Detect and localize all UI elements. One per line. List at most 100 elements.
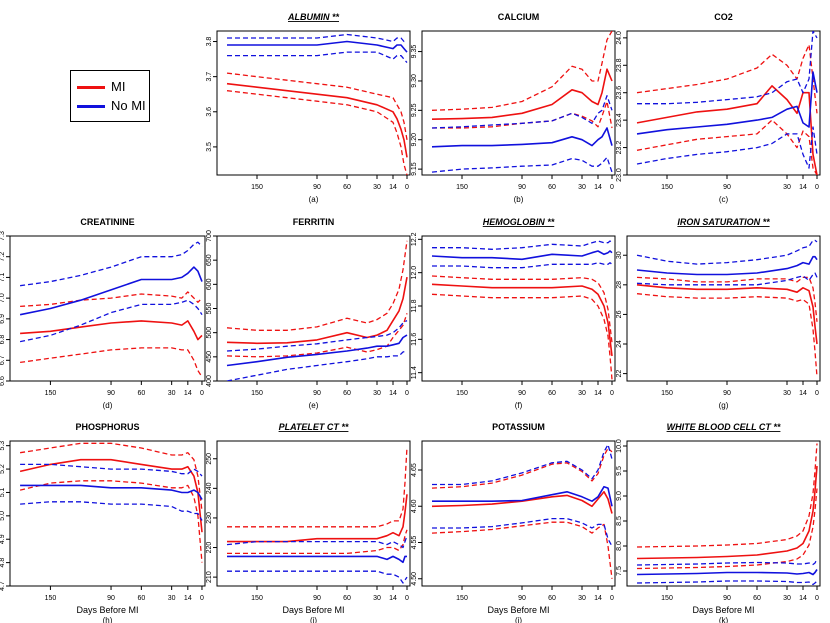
- legend-swatch-mi: [77, 86, 105, 89]
- series-no-mi-lower: [636, 126, 818, 169]
- panel-ferritin: 150 90 60 30 14 0 400 450 500 550 600 650 700 FERRITI…: [206, 217, 411, 410]
- series-no-mi-upper: [20, 241, 203, 287]
- legend-label-no-mi: No MI: [111, 98, 146, 113]
- x-tick-label: 0: [610, 595, 614, 602]
- x-tick-label: 150: [45, 390, 57, 397]
- panel-title: FERRITIN: [293, 217, 335, 227]
- y-tick-label: 5.1: [0, 487, 6, 497]
- y-tick-label: 9.30: [411, 74, 418, 88]
- series-no-mi-upper: [431, 95, 613, 129]
- y-tick-label: 250: [206, 453, 213, 465]
- plot-frame: [9, 235, 206, 382]
- series-no-mi-upper: [226, 535, 408, 549]
- series-mi-upper: [227, 446, 408, 528]
- plot-frame: [626, 440, 821, 587]
- series-no-mi-estimate: [20, 484, 203, 500]
- plot-frame: [421, 30, 616, 176]
- panel-title: POTASSIUM: [492, 422, 545, 432]
- x-tick-label: 150: [251, 595, 263, 602]
- x-tick-label: 150: [251, 390, 263, 397]
- y-tick-label: 4.7: [0, 581, 6, 591]
- x-tick-label: 30: [578, 390, 586, 397]
- x-tick-label: 0: [610, 184, 614, 191]
- x-tick-label: 150: [251, 184, 263, 191]
- series-no-mi-upper: [20, 463, 203, 477]
- x-tick-label: 14: [184, 595, 192, 602]
- series-mi-estimate: [636, 465, 818, 560]
- series-mi-lower: [636, 488, 818, 570]
- series-no-mi-lower: [227, 570, 408, 584]
- y-tick-label: 8.0: [616, 541, 623, 551]
- y-tick-label: 700: [206, 230, 213, 242]
- series-no-mi-lower: [19, 299, 203, 343]
- series-mi-estimate: [431, 490, 613, 514]
- y-tick-label: 5.0: [0, 511, 6, 521]
- series-no-mi-estimate: [431, 250, 613, 261]
- y-tick-label: 4.9: [0, 534, 6, 544]
- y-tick-label: 24.0: [616, 31, 623, 45]
- panel-sublabel: (k): [719, 616, 729, 623]
- y-tick-label: 450: [206, 351, 213, 363]
- panel-sublabel: (j): [515, 616, 522, 623]
- y-tick-label: 28: [616, 281, 623, 289]
- x-tick-label: 0: [405, 595, 409, 602]
- panel-title: ALBUMIN **: [287, 12, 339, 22]
- x-tick-label: 90: [723, 390, 731, 397]
- y-tick-label: 23.6: [616, 86, 623, 100]
- series-no-mi-estimate: [636, 569, 818, 576]
- panel-iron-saturation: 150 90 30 14 0 22 24 26 28 30 IRON SATURATION ** (g…: [616, 217, 821, 410]
- y-tick-label: 7.5: [616, 566, 623, 576]
- x-tick-label: 90: [313, 390, 321, 397]
- plot-frame: [9, 440, 206, 587]
- series-mi-estimate: [19, 458, 203, 533]
- panel-title: PLATELET CT **: [279, 422, 349, 432]
- y-tick-label: 9.20: [411, 133, 418, 147]
- panel-white-blood-cell-ct: 150 90 60 30 14 0 7.5 8.0 8.5 9.0 9.5 10.0 WHITE BLO…: [616, 422, 821, 623]
- x-tick-label: 150: [456, 390, 468, 397]
- x-tick-label: 60: [343, 184, 351, 191]
- x-tick-label: 0: [815, 595, 819, 602]
- panel-sublabel: (b): [514, 195, 524, 204]
- x-tick-label: 14: [799, 595, 807, 602]
- series-no-mi-lower: [227, 51, 408, 64]
- y-tick-label: 230: [206, 512, 213, 524]
- series-mi-upper: [431, 447, 613, 489]
- y-tick-label: 12.0: [411, 266, 418, 280]
- y-tick-label: 220: [206, 542, 213, 554]
- series-no-mi-estimate: [19, 266, 203, 316]
- y-tick-label: 12.2: [411, 232, 418, 246]
- panel-title: HEMOGLOBIN **: [483, 217, 555, 227]
- series-mi-estimate: [226, 276, 408, 345]
- y-tick-label: 7.1: [0, 272, 6, 282]
- x-tick-label: 0: [610, 390, 614, 397]
- panel-sublabel: (d): [103, 401, 113, 410]
- panel-title: CO2: [714, 12, 733, 22]
- series-mi-lower: [636, 293, 818, 377]
- series-mi-upper: [20, 291, 203, 308]
- x-tick-label: 0: [815, 184, 819, 191]
- panel-title: PHOSPHORUS: [75, 422, 139, 432]
- x-tick-label: 14: [389, 184, 397, 191]
- y-tick-label: 6.6: [0, 376, 6, 386]
- x-tick-label: 90: [518, 390, 526, 397]
- y-tick-label: 6.7: [0, 355, 6, 365]
- series-no-mi-lower: [226, 350, 408, 381]
- panel-sublabel: (f): [515, 401, 523, 410]
- series-no-mi-estimate: [431, 127, 613, 148]
- x-tick-label: 14: [594, 184, 602, 191]
- x-tick-label: 0: [200, 595, 204, 602]
- plot-frame: [216, 235, 411, 382]
- series-no-mi-lower: [432, 517, 613, 547]
- x-tick-label: 60: [753, 595, 761, 602]
- panel-potassium: 150 90 60 30 14 0 4.50 4.55 4.60 4.65 POTASSIUM Day…: [411, 422, 616, 623]
- y-tick-label: 26: [616, 310, 623, 318]
- x-axis-label: Days Before MI: [76, 605, 138, 615]
- series-mi-estimate: [431, 283, 613, 357]
- x-tick-label: 30: [168, 595, 176, 602]
- y-tick-label: 23.8: [616, 58, 623, 72]
- series-no-mi-upper: [637, 31, 818, 105]
- series-mi-upper: [431, 275, 613, 343]
- series-mi-lower: [20, 347, 203, 378]
- y-tick-label: 11.8: [411, 299, 418, 312]
- plot-frame: [421, 235, 616, 382]
